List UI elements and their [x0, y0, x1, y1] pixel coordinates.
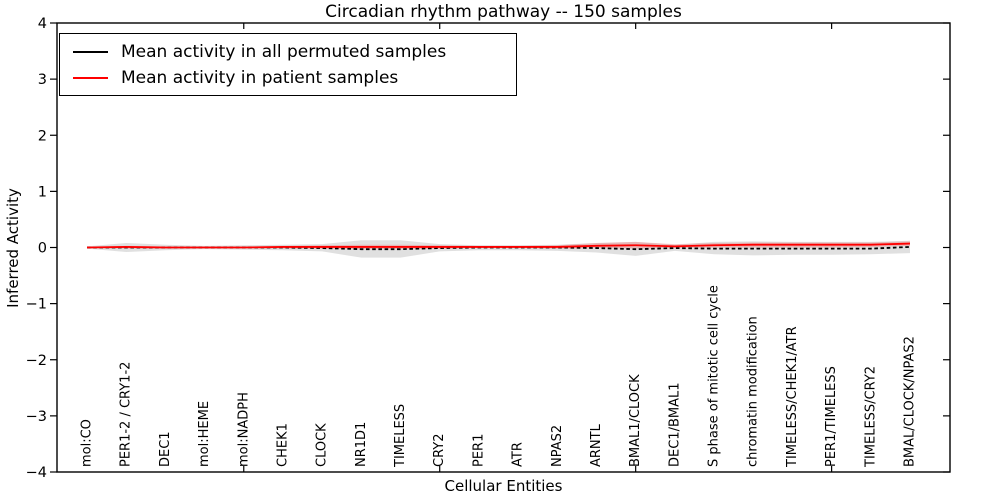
legend-line-permuted-icon: [73, 51, 108, 53]
x-category-label: NPAS2: [550, 425, 565, 467]
x-category-label: TIMELESS: [393, 404, 408, 468]
x-category-label: CHEK1: [275, 423, 290, 467]
y-tick-label: 1: [38, 184, 47, 200]
y-tick-label: 0: [38, 241, 47, 257]
legend-item-patient: Mean activity in patient samples: [73, 65, 516, 91]
y-tick-label: −4: [26, 465, 47, 481]
legend-item-permuted: Mean activity in all permuted samples: [73, 39, 516, 65]
x-category-label: mol:NADPH: [236, 392, 251, 467]
x-category-label: BMAL1/CLOCK: [628, 374, 643, 467]
chart-title: Circadian rhythm pathway -- 150 samples: [325, 2, 682, 22]
x-axis-label: Cellular Entities: [444, 477, 563, 495]
x-category-label: NR1D1: [354, 422, 369, 467]
legend-line-patient-icon: [73, 77, 108, 79]
x-category-label: DEC1/BMAL1: [667, 383, 682, 468]
y-tick-label: −1: [26, 297, 47, 313]
x-category-label: CRY2: [432, 434, 447, 468]
y-tick-label: 3: [38, 72, 47, 88]
x-category-label: mol:CO: [80, 419, 95, 467]
permuted-band: [87, 240, 910, 258]
x-category-label: TIMELESS/CHEK1/ATR: [785, 326, 800, 468]
x-category-label: DEC1: [158, 431, 173, 467]
x-category-label: ARNTL: [589, 423, 604, 467]
x-category-label: CLOCK: [315, 423, 330, 467]
x-category-label: ATR: [511, 442, 526, 467]
x-category-label: S phase of mitotic cell cycle: [707, 285, 722, 467]
x-category-label: chromatin modification: [746, 316, 761, 467]
x-category-label: TIMELESS/CRY2: [863, 366, 878, 468]
patient-mean-line: [86, 242, 911, 249]
x-category-label: BMAL/CLOCK/NPAS2: [903, 336, 918, 467]
y-tick-label: −3: [26, 409, 47, 425]
x-category-label: PER1-2 / CRY1-2: [119, 362, 134, 467]
y-tick-label: −2: [26, 353, 47, 369]
y-tick-label: 4: [38, 16, 47, 32]
legend-box: Mean activity in all permuted samples Me…: [59, 33, 517, 96]
y-tick-label: 2: [38, 128, 47, 144]
x-category-label: PER1/TIMELESS: [824, 366, 839, 467]
legend-label-permuted: Mean activity in all permuted samples: [121, 42, 447, 62]
x-category-label: mol:HEME: [197, 401, 212, 467]
legend-label-patient: Mean activity in patient samples: [121, 68, 399, 88]
x-category-label: PER1: [471, 434, 486, 467]
